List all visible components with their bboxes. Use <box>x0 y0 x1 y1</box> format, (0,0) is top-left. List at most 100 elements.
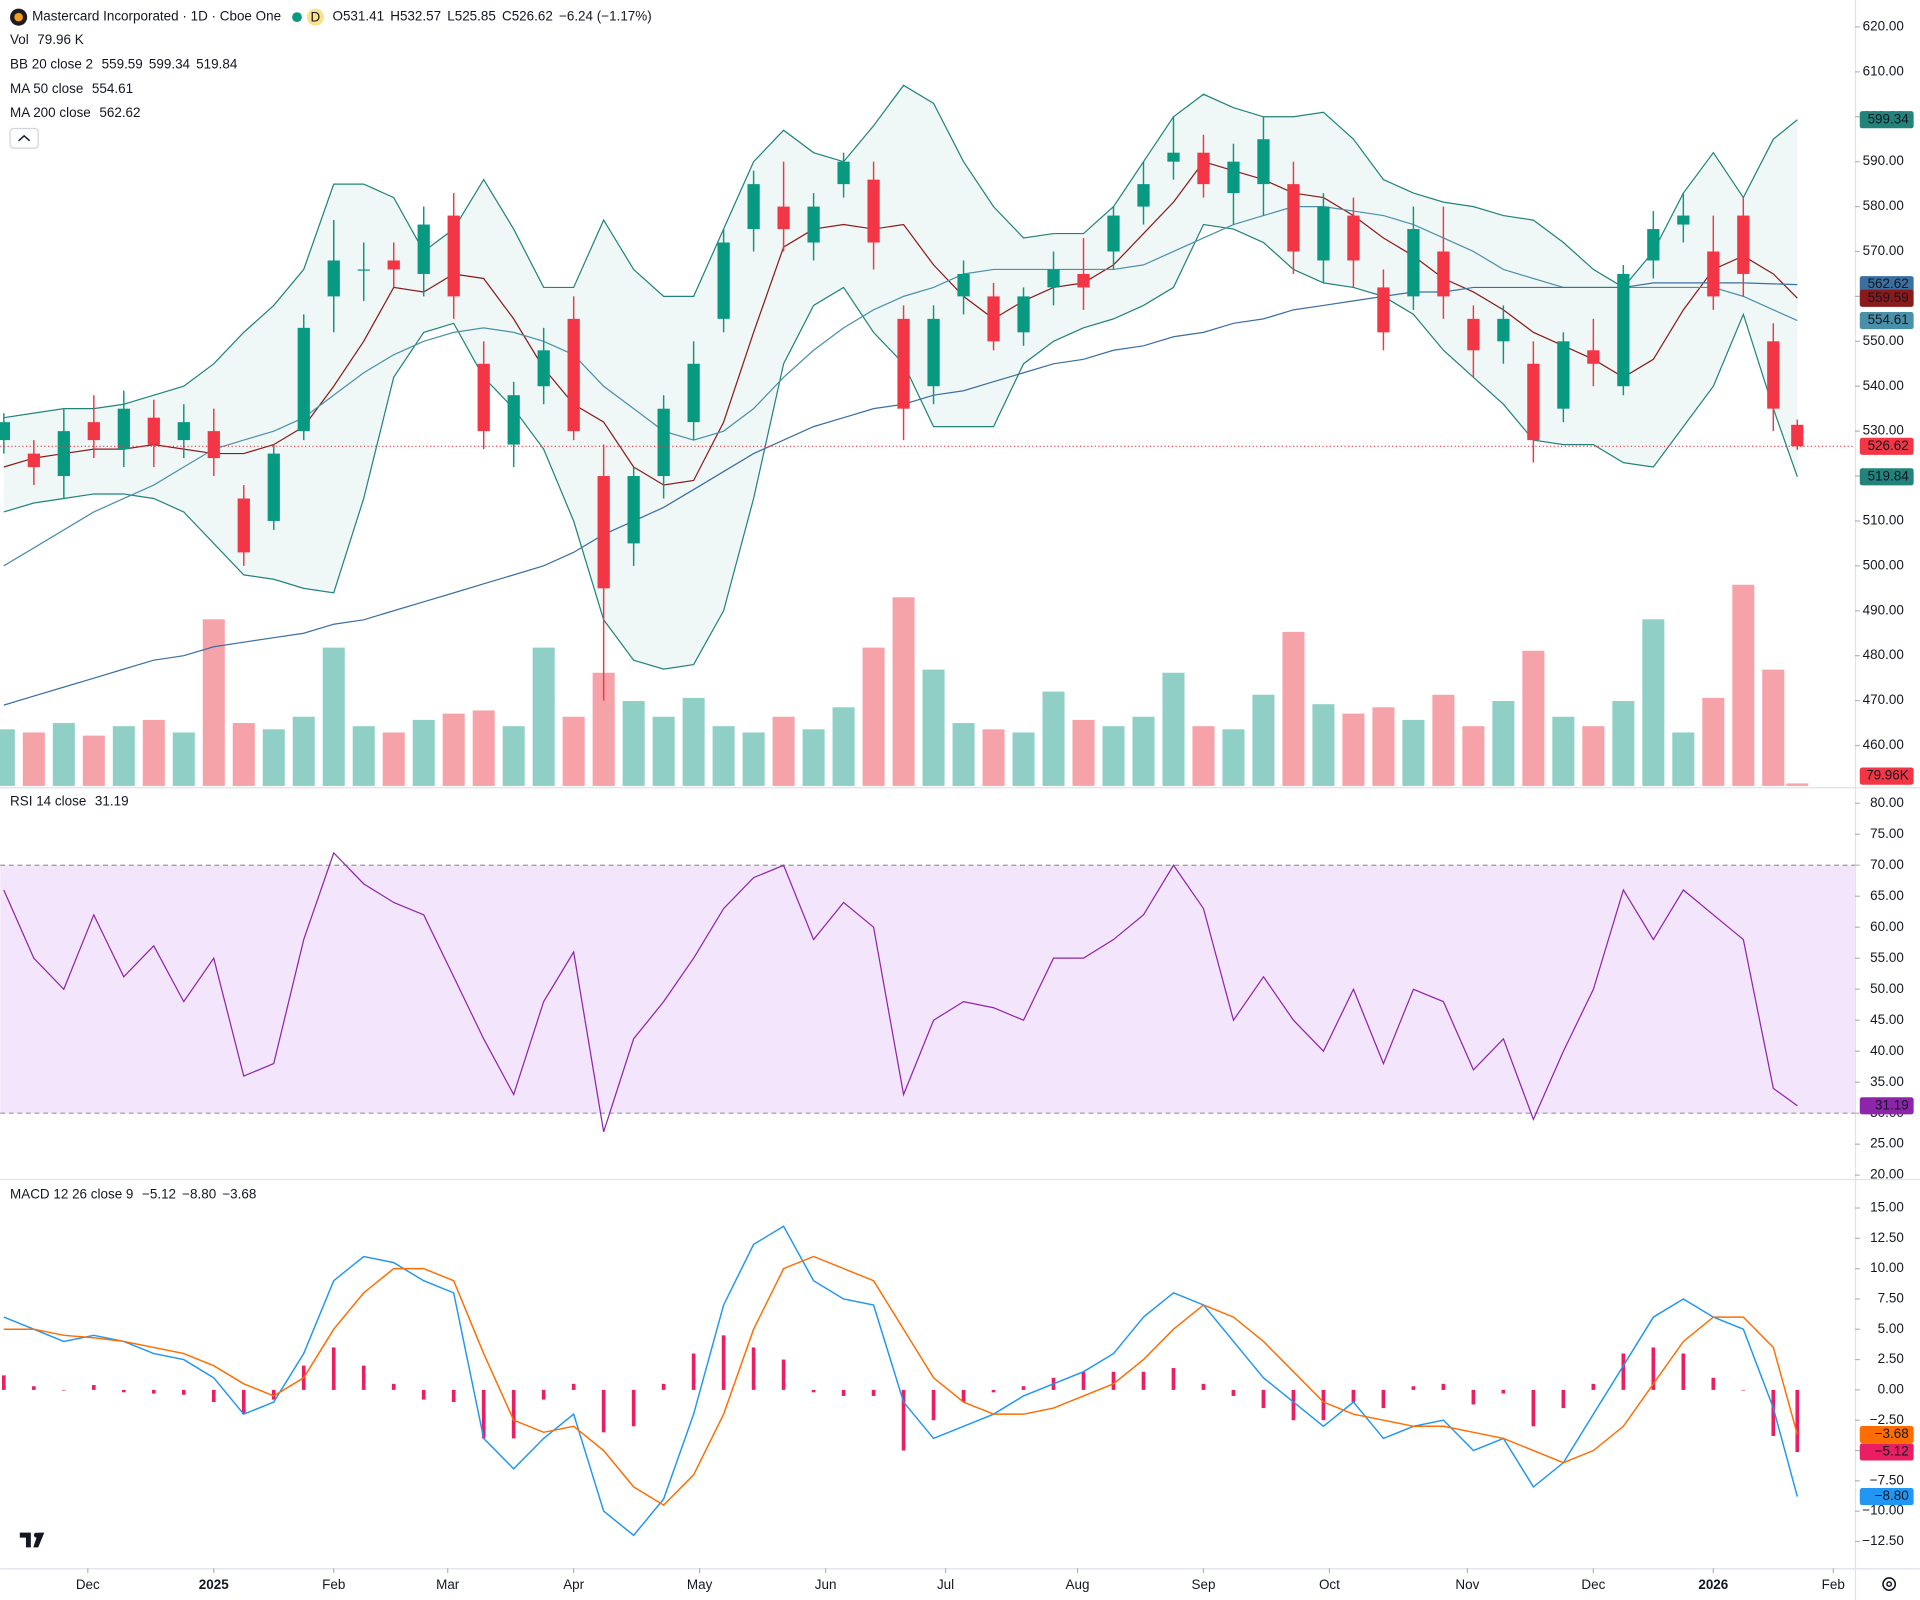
histogram-bar <box>451 1389 456 1403</box>
histogram-bar <box>961 1389 966 1403</box>
x-tick-label: Sep <box>1192 1577 1216 1592</box>
last-price-tag-bg <box>1859 437 1914 455</box>
volume-tag: 79.96K <box>1866 768 1909 783</box>
candle-body <box>777 206 790 230</box>
legend-name: MACD 12 26 close 9 <box>10 1186 133 1201</box>
volume-bar <box>1102 726 1125 786</box>
histogram-bar <box>1351 1389 1356 1403</box>
histogram-bar <box>1231 1389 1236 1396</box>
candle-body <box>1587 350 1600 364</box>
candle-body <box>57 431 70 477</box>
histogram-bar <box>1111 1371 1116 1390</box>
volume-bar <box>862 647 885 786</box>
volume-bar <box>472 710 495 786</box>
candle-body <box>0 422 10 441</box>
histogram-bar <box>1411 1386 1416 1390</box>
bb-basis-tag-bg <box>1859 289 1914 307</box>
candle-body <box>747 184 760 230</box>
volume-bar <box>1402 719 1425 786</box>
ohlc-value: 526.62 <box>512 9 553 24</box>
histogram-bar <box>601 1389 606 1433</box>
ohlc-value: 532.57 <box>400 9 441 24</box>
volume-bar <box>1522 650 1545 786</box>
macd-tag-bg <box>1859 1425 1914 1444</box>
y-tick-label: 45.00 <box>1870 1012 1904 1027</box>
candle-body <box>357 269 370 271</box>
x-tick-label: Dec <box>76 1577 100 1592</box>
candle-body <box>1767 341 1780 409</box>
settings-icon[interactable] <box>1882 1577 1897 1592</box>
bb-upper-tag: 599.34 <box>1868 111 1910 126</box>
histogram-bar <box>1141 1371 1146 1390</box>
x-tick-label: May <box>687 1577 713 1592</box>
volume-bar <box>1372 707 1395 786</box>
volume-bar <box>802 729 825 786</box>
legend-name: Vol <box>10 32 29 47</box>
histogram-bar <box>781 1359 786 1390</box>
x-tick-label: Apr <box>563 1577 584 1592</box>
histogram-bar <box>811 1389 816 1393</box>
histogram-bar <box>1591 1383 1596 1390</box>
histogram-bar <box>691 1353 696 1390</box>
tradingview-logo[interactable] <box>19 1532 45 1548</box>
histogram-bar <box>721 1335 726 1390</box>
candle-body <box>297 327 310 432</box>
histogram-bar <box>421 1389 426 1400</box>
gear-hub <box>1886 1581 1893 1588</box>
x-tick-label: Feb <box>1822 1577 1845 1592</box>
candle-body <box>507 395 520 445</box>
candle-body <box>1437 251 1450 297</box>
histogram-bar <box>631 1389 636 1427</box>
volume-bar <box>112 726 135 786</box>
legend-name: RSI 14 close <box>10 793 86 808</box>
candle-body <box>477 363 490 432</box>
legend-name: BB 20 close 2 <box>10 56 93 71</box>
y-tick-label: 80.00 <box>1870 795 1904 810</box>
histogram-bar <box>1291 1389 1296 1421</box>
volume-bar <box>1162 672 1185 786</box>
candle-body <box>1617 273 1630 387</box>
candle-body <box>237 498 250 553</box>
candle-body <box>1197 152 1210 185</box>
volume-bar <box>1432 694 1455 786</box>
candle-body <box>1791 424 1804 447</box>
last-price-tag: 526.62 <box>1868 438 1909 453</box>
status-dot <box>292 12 302 23</box>
volume-bar <box>742 732 765 786</box>
candle-body <box>927 318 940 387</box>
y-tick-label: 540.00 <box>1863 378 1904 393</box>
histogram-bar <box>391 1383 396 1390</box>
volume-bar <box>592 672 615 786</box>
volume-bar <box>1342 713 1365 786</box>
candle-body <box>1707 251 1720 297</box>
x-tick-label: 2026 <box>1698 1577 1728 1592</box>
rsi-band <box>0 865 1855 1114</box>
candle-body <box>1527 363 1540 441</box>
macd-tag: −3.68 <box>1875 1426 1909 1441</box>
volume-bar <box>1222 729 1245 786</box>
candle-body <box>1497 318 1510 342</box>
histogram-bar <box>901 1389 906 1451</box>
histogram-bar <box>541 1389 546 1400</box>
ohlc-prefix: O <box>332 9 342 24</box>
histogram-bar <box>61 1389 66 1391</box>
x-tick-label: Jun <box>815 1577 837 1592</box>
collapse-button[interactable] <box>9 127 39 149</box>
histogram-bar <box>1501 1389 1506 1394</box>
candle-body <box>1677 215 1690 225</box>
y-tick-label: 2.50 <box>1878 1351 1904 1366</box>
chevron-icon <box>18 134 31 142</box>
y-tick-label: 40.00 <box>1870 1043 1904 1058</box>
candle-body <box>1077 273 1090 288</box>
y-tick-label: 580.00 <box>1863 198 1904 213</box>
volume-bar <box>0 729 15 786</box>
candle-body <box>1467 318 1480 351</box>
candle-body <box>1317 206 1330 261</box>
legend-value: 79.96 K <box>37 32 83 47</box>
candle-body <box>447 215 460 297</box>
y-tick-label: 480.00 <box>1863 647 1904 662</box>
y-tick-label: 470.00 <box>1863 692 1904 707</box>
candle-body <box>1107 215 1120 252</box>
